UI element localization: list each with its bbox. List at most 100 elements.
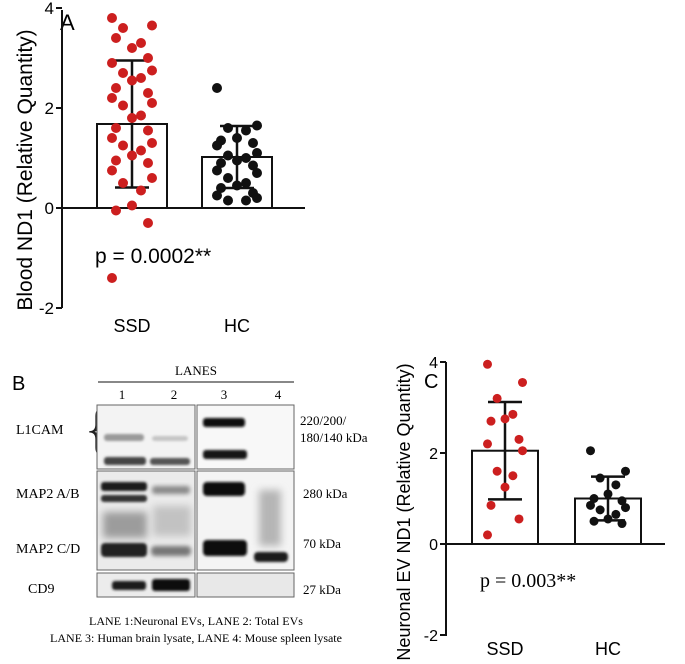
panel-a-y-axis-label: Blood ND1 (Relative Quantity) [14, 29, 37, 310]
band-map2ab-lane3 [203, 482, 245, 496]
data-point-c-hc [603, 489, 613, 499]
data-point-a-hc [223, 123, 233, 133]
lane-number-4: 4 [275, 387, 282, 402]
lane-legend-line1: LANE 1:Neuronal EVs, LANE 2: Total EVs [89, 614, 303, 628]
panel-c-x-label-hc: HC [595, 639, 621, 659]
data-point-c-hc [621, 466, 630, 476]
data-point-c-hc [586, 446, 595, 456]
band-map2ab-lane2 [152, 486, 190, 494]
blot-l1cam-lanes-3-4 [196, 404, 295, 470]
data-point-a-hc [252, 193, 262, 203]
data-point-a-hc [216, 158, 226, 168]
data-point-a-hc [232, 133, 242, 143]
panel-a-label: A [60, 10, 75, 35]
data-point-a-ssd [118, 178, 128, 188]
panel-a: A Blood ND1 (Relative Quantity) 4 2 0 -2 p … [14, 0, 305, 336]
y-tick-label-c-0: 0 [429, 537, 438, 554]
data-point-a-ssd [136, 145, 146, 156]
data-point-a-hc [212, 190, 222, 201]
band-l1cam-lane2-lower [150, 458, 190, 465]
data-point-a-hc [241, 125, 251, 136]
data-point-a-ssd [143, 125, 153, 136]
row-label-l1cam: L1CAM [16, 423, 64, 438]
data-point-a-hc [212, 140, 222, 151]
y-tick-label-c--2: -2 [424, 628, 438, 645]
kda-label-70: 70 kDa [303, 536, 341, 551]
data-point-a-ssd [143, 158, 153, 168]
data-point-a-ssd [111, 83, 121, 93]
kda-label-280: 280 kDa [303, 486, 348, 501]
kda-label-l1cam-line1: 220/200/ [300, 413, 347, 428]
data-point-c-hc [611, 480, 621, 490]
panel-c-y-axis-label: Neuronal EV ND1 (Relative Quantity) [394, 363, 414, 660]
band-l1cam-lane3-upper [203, 418, 245, 427]
data-point-a-ssd [118, 23, 128, 33]
data-point-c-hc [586, 500, 595, 510]
data-point-a-ssd [107, 133, 117, 143]
y-tick-label-a-0: 0 [45, 199, 54, 218]
data-point-a-ssd [147, 98, 157, 108]
band-cd9-lane2 [152, 579, 190, 591]
band-map2cd-lane4 [254, 552, 288, 562]
data-point-c-ssd [486, 416, 496, 426]
data-point-a-ssd [111, 123, 121, 133]
data-point-a-hc [212, 83, 222, 93]
data-point-c-ssd [514, 434, 524, 444]
data-point-c-ssd [514, 514, 524, 524]
data-point-a-ssd [107, 58, 117, 68]
smear-map2-lane2 [153, 506, 191, 536]
data-point-c-ssd [492, 466, 502, 476]
data-point-a-hc [223, 195, 233, 206]
band-map2cd-lane3 [203, 540, 247, 556]
kda-label-l1cam-line2: 180/140 kDa [300, 430, 368, 445]
data-point-a-hc [212, 165, 222, 176]
panel-c-label: C [424, 371, 438, 393]
data-point-a-hc [223, 173, 233, 183]
data-point-a-hc [216, 183, 226, 193]
data-point-a-ssd [127, 75, 137, 86]
data-point-a-ssd [136, 185, 146, 196]
data-point-a-ssd [143, 218, 153, 228]
data-point-c-ssd [486, 500, 496, 510]
blot-cd9-lanes-3-4 [196, 572, 295, 598]
data-point-a-ssd [127, 43, 137, 53]
data-point-a-ssd [147, 65, 157, 76]
data-point-a-ssd [107, 13, 117, 23]
row-label-map2-cd: MAP2 C/D [16, 542, 80, 557]
band-l1cam-lane1-upper [104, 434, 144, 441]
data-point-a-ssd [143, 53, 153, 63]
data-point-a-ssd [118, 68, 128, 78]
panel-b-label: B [12, 373, 25, 395]
data-point-c-hc [617, 519, 627, 529]
data-point-c-ssd [518, 446, 527, 456]
data-point-a-hc [248, 160, 258, 171]
panel-c-p-value: p = 0.003** [480, 570, 576, 592]
data-point-c-hc [595, 473, 605, 483]
panel-b: B LANES 1 2 3 4 L1CAM { MAP2 A/B MAP2 C/… [12, 363, 368, 645]
data-point-a-hc [241, 195, 251, 206]
data-point-c-ssd [508, 471, 518, 481]
data-point-c-hc [589, 494, 599, 503]
panel-a-x-label-ssd: SSD [113, 316, 150, 336]
band-map2cd-lane2 [151, 546, 191, 556]
band-l1cam-lane2-upper [152, 436, 188, 441]
data-point-c-hc [595, 505, 605, 515]
panel-a-x-label-hc: HC [224, 316, 250, 336]
data-point-c-hc [621, 503, 630, 513]
y-tick-label-a--2: -2 [39, 299, 54, 318]
data-point-c-hc [617, 496, 627, 506]
data-point-a-ssd [127, 200, 137, 211]
data-point-a-hc [252, 120, 262, 131]
smear-map2-lane4 [259, 490, 281, 546]
data-point-a-ssd [136, 38, 146, 48]
band-l1cam-lane1-lower [104, 457, 146, 465]
data-point-a-hc [241, 153, 251, 163]
data-point-c-ssd [500, 482, 510, 492]
y-tick-label-c-4: 4 [429, 355, 438, 372]
data-point-a-ssd [127, 150, 137, 161]
data-point-a-ssd [143, 88, 153, 98]
data-point-a-ssd [127, 113, 137, 123]
data-point-a-hc [252, 168, 262, 178]
data-point-a-hc [241, 178, 251, 188]
lane-number-2: 2 [171, 387, 178, 402]
